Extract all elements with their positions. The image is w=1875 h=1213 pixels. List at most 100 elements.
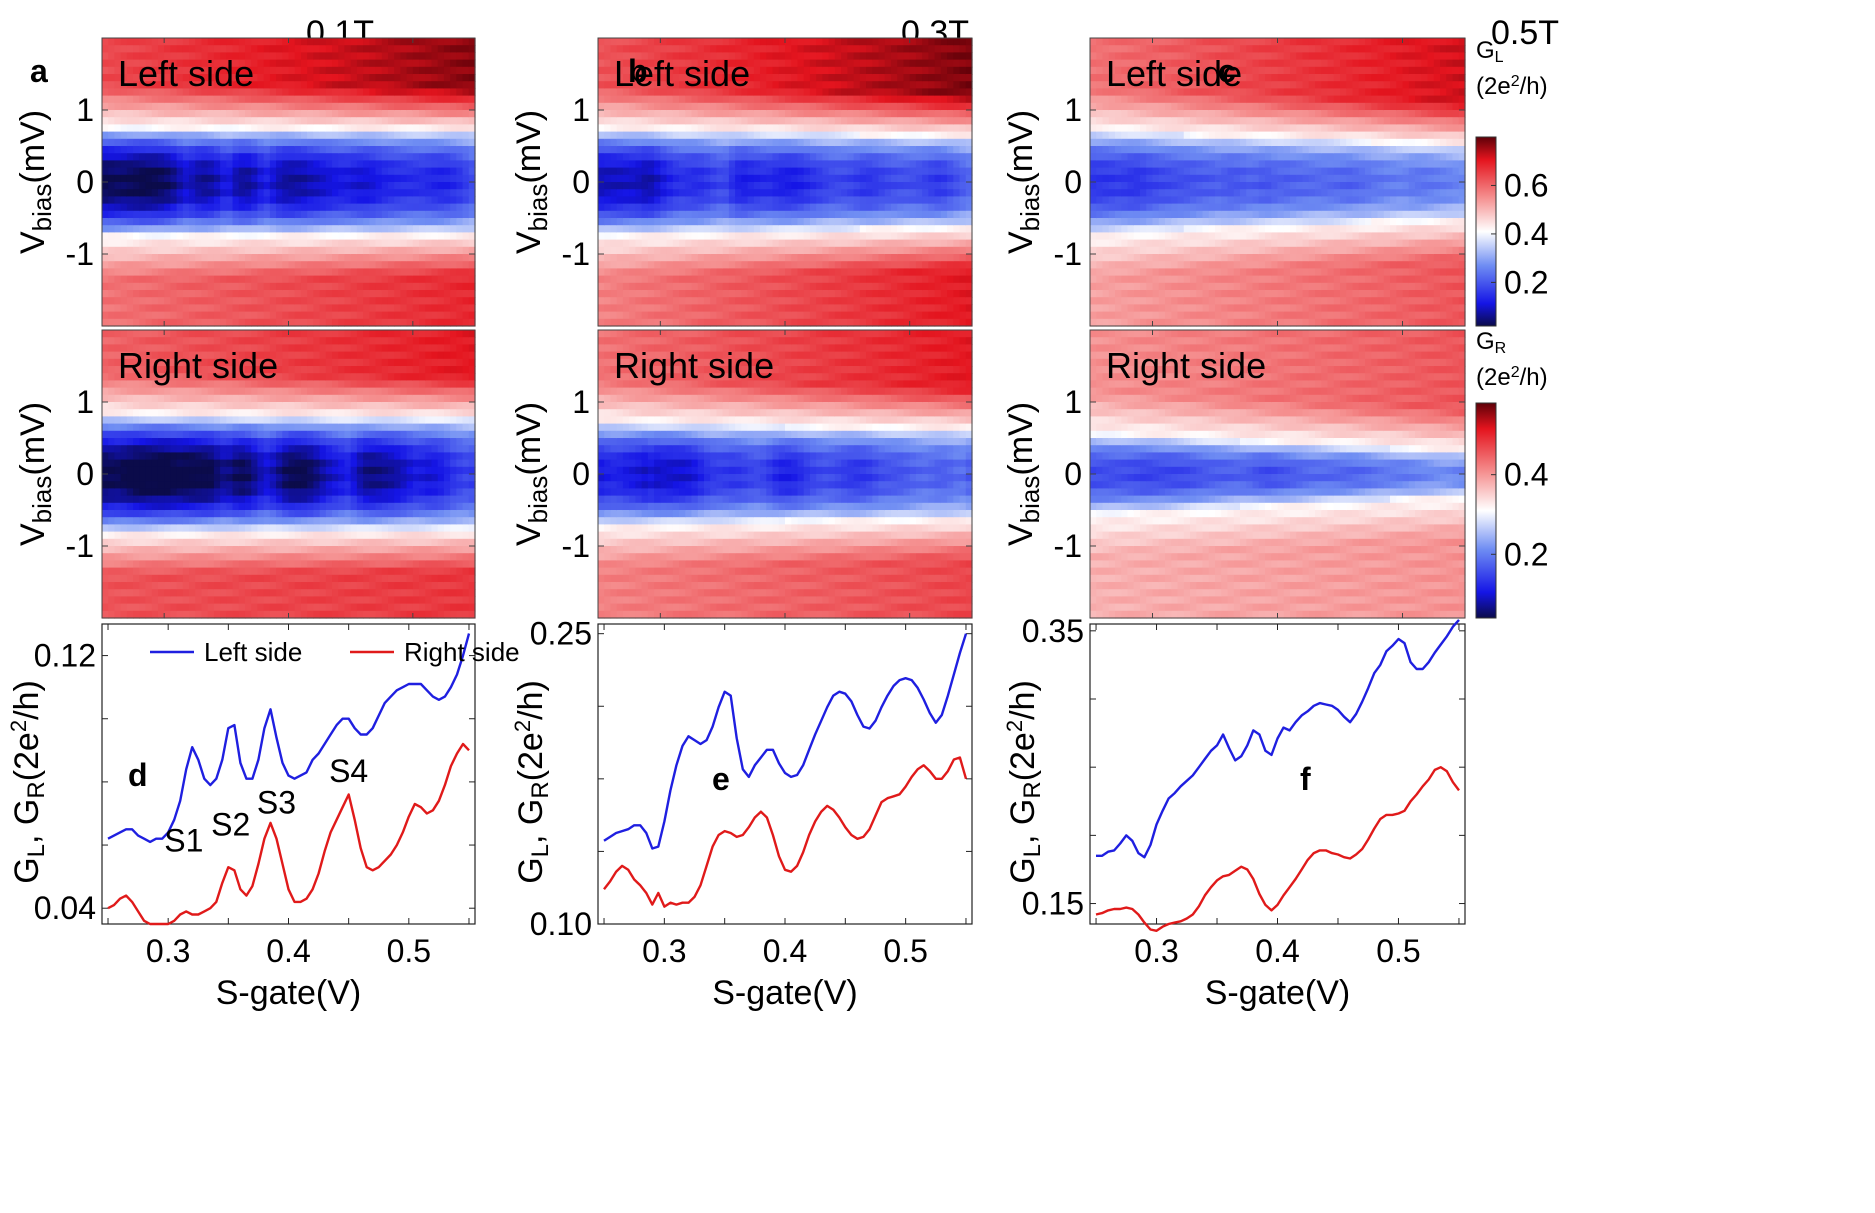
heatmap-cell	[176, 466, 184, 475]
heatmap-cell	[207, 167, 215, 176]
heatmap-cell	[319, 239, 327, 248]
heatmap-cell	[356, 596, 364, 605]
heatmap-cell	[604, 311, 612, 320]
heatmap-cell	[145, 582, 153, 590]
heatmap-cell	[356, 517, 364, 525]
heatmap-cell	[468, 423, 476, 432]
heatmap-cell	[443, 268, 451, 277]
heatmap-cell	[157, 110, 165, 118]
heatmap-cell	[182, 474, 190, 482]
heatmap-cell	[450, 146, 457, 154]
heatmap-cell	[263, 311, 271, 320]
heatmap-cell	[145, 438, 153, 446]
heatmap-cell	[195, 452, 203, 461]
heatmap-cell	[220, 351, 227, 360]
heatmap-cell	[226, 282, 234, 291]
heatmap-cell	[145, 88, 153, 97]
heatmap-cell	[369, 131, 377, 140]
heatmap-cell	[394, 495, 401, 504]
heatmap-cell	[207, 102, 215, 111]
heatmap-cell	[294, 52, 302, 61]
heatmap-cell	[313, 88, 321, 97]
heatmap-cell	[226, 603, 234, 612]
heatmap-cell	[344, 246, 352, 255]
heatmap-cell	[462, 358, 470, 367]
heatmap-cell	[238, 351, 246, 360]
heatmap-cell	[294, 366, 302, 374]
heatmap-cell	[462, 131, 470, 140]
heatmap-cell	[164, 239, 171, 248]
heatmap-cell	[356, 531, 364, 540]
heatmap-cell	[120, 318, 128, 327]
heatmap-cell	[319, 38, 327, 46]
heatmap-cell	[294, 110, 302, 118]
heatmap-cell	[431, 394, 439, 403]
heatmap-cell	[145, 290, 153, 298]
heatmap-cell	[257, 358, 265, 367]
heatmap-cell	[437, 95, 445, 104]
heatmap-cell	[276, 131, 283, 140]
heatmap-cell	[450, 567, 457, 576]
heatmap-cell	[238, 358, 246, 367]
heatmap-cell	[232, 167, 240, 176]
heatmap-cell	[114, 574, 122, 583]
heatmap-cell	[610, 146, 618, 154]
heatmap-cell	[120, 304, 128, 313]
heatmap-cell	[139, 610, 147, 619]
heatmap-cell	[450, 138, 457, 147]
heatmap-cell	[288, 131, 296, 140]
heatmap-cell	[338, 290, 346, 298]
heatmap-cell	[338, 438, 346, 446]
heatmap-cell	[598, 174, 605, 183]
heatmap-cell	[220, 582, 227, 590]
heatmap-cell	[375, 225, 383, 233]
heatmap-cell	[387, 318, 395, 327]
heatmap-cell	[307, 366, 314, 374]
heatmap-cell	[604, 246, 612, 255]
heatmap-cell	[213, 304, 221, 313]
heatmap-cell	[300, 52, 308, 61]
heatmap-cell	[195, 423, 203, 432]
heatmap-cell	[288, 290, 296, 298]
heatmap-cell	[133, 416, 140, 425]
heatmap-cell	[251, 481, 259, 489]
heatmap-cell	[257, 102, 265, 111]
heatmap-cell	[139, 261, 147, 269]
heatmap-cell	[102, 553, 109, 561]
heatmap-cell	[394, 582, 401, 590]
heatmap-cell	[400, 232, 408, 241]
heatmap-cell	[157, 81, 165, 89]
heatmap-cell	[189, 38, 196, 46]
heatmap-cell	[151, 524, 159, 533]
heatmap-cell	[232, 495, 240, 504]
heatmap-cell	[431, 567, 439, 576]
heatmap-cell	[220, 254, 227, 262]
heatmap-cell	[443, 304, 451, 313]
heatmap-cell	[213, 589, 221, 597]
heatmap-cell	[251, 88, 259, 97]
heatmap-cell	[157, 153, 165, 161]
heatmap-cell	[288, 502, 296, 511]
heatmap-cell	[288, 138, 296, 147]
heatmap-cell	[300, 275, 308, 284]
heatmap-cell	[387, 45, 395, 53]
heatmap-cell	[431, 495, 439, 504]
heatmap-cell	[114, 124, 122, 133]
heatmap-cell	[369, 52, 377, 61]
heatmap-cell	[145, 153, 153, 161]
heatmap-cell	[288, 517, 296, 525]
heatmap-cell	[443, 510, 451, 518]
heatmap-cell	[338, 174, 346, 183]
heatmap-cell	[400, 124, 408, 133]
heatmap-cell	[108, 337, 116, 345]
heatmap-cell	[294, 416, 302, 425]
heatmap-cell	[419, 416, 426, 425]
heatmap-cell	[195, 366, 203, 374]
heatmap-cell	[319, 380, 327, 389]
heatmap-cell	[450, 423, 457, 432]
heatmap-cell	[276, 239, 283, 248]
heatmap-cell	[232, 146, 240, 154]
heatmap-cell	[226, 474, 234, 482]
heatmap-cell	[201, 196, 209, 205]
heatmap-cell	[263, 153, 271, 161]
